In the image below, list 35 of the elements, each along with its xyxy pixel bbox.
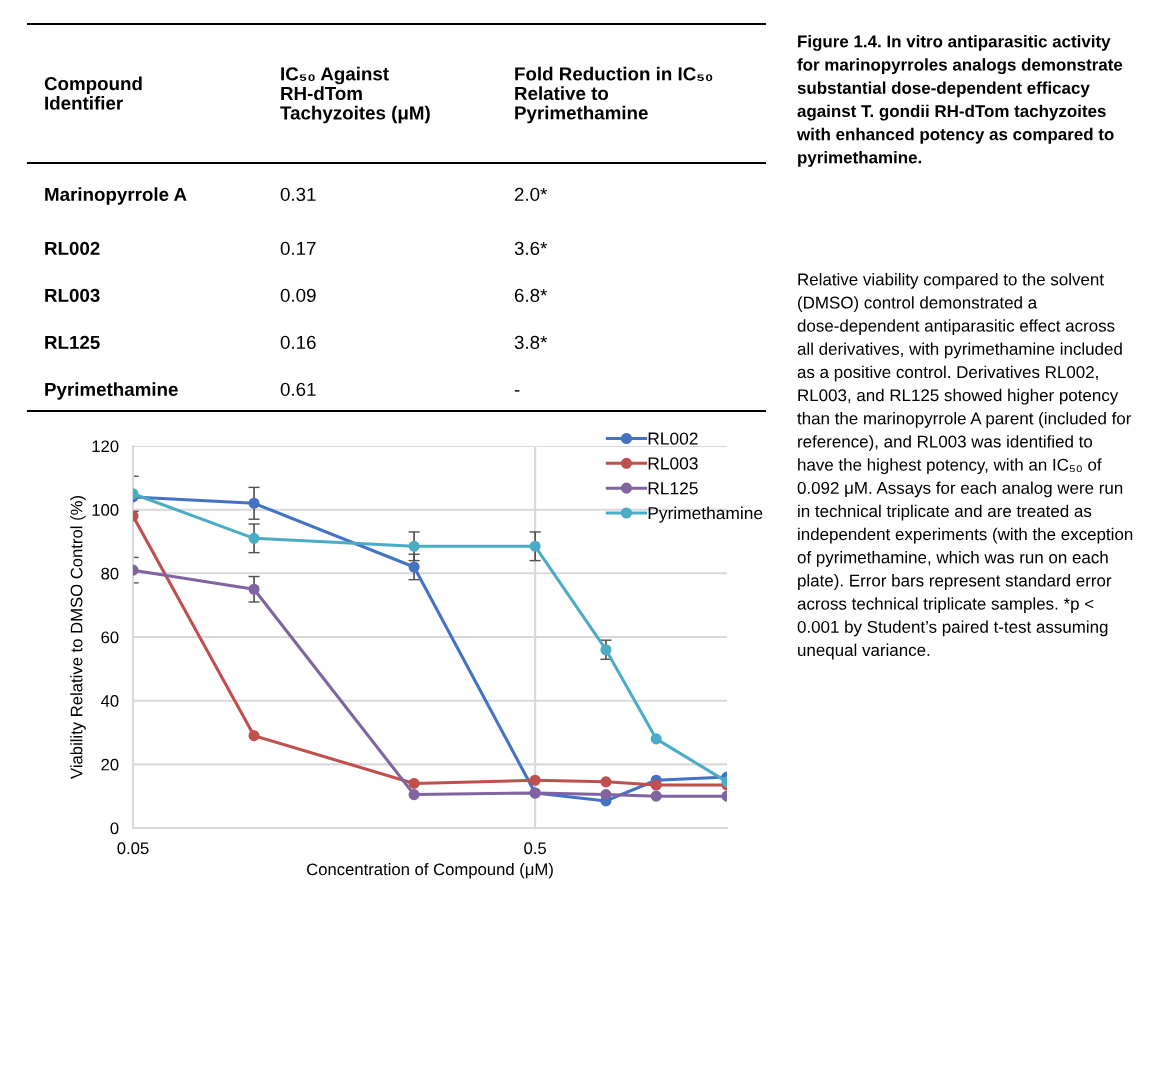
text: 0.17 xyxy=(280,241,316,256)
text: Relative viability compared to the solvent (DMSO) control demonstrated a dose-dependent antiparasitic effect across all derivatives, with pyrimethamine included as a positive control. Derivatives RL002, RL003, and RL125 showed higher potency than the marinopyrrole A parent (included for reference), and RL003 was identified to have the highest potency, with an IC₅₀ of 0.092 μM. Assays for each analog were run in technical triplicate and are treated as independent experiments (with the exception of pyrimethamine, which was run on each plate). Error bars represent standard error across technical triplicate samples. *p < 0.001 by Student’s paired t-test assuming unequal variance. xyxy=(797,273,1133,660)
text: RL003 xyxy=(45,288,100,303)
y-tick-label: 100 xyxy=(92,504,119,516)
legend-label: RL002 xyxy=(648,432,698,445)
y-tick-label: 40 xyxy=(100,695,119,707)
y-axis-title: Viability Relative to DMSO Control (%) xyxy=(70,496,86,779)
text: 0.31 xyxy=(280,187,316,202)
y-tick-label: 80 xyxy=(101,567,119,580)
legend-label: Pyrimethamine xyxy=(648,506,763,523)
text: RL002 xyxy=(45,241,100,256)
y-tick-label: 120 xyxy=(92,440,119,453)
legend-label: RL003 xyxy=(648,457,698,470)
text: 3.6* xyxy=(514,241,548,256)
text: Pyrimethamine xyxy=(45,382,178,400)
text: - xyxy=(514,390,520,392)
y-tick-label: 0 xyxy=(110,822,119,835)
text: 2.0* xyxy=(514,187,548,202)
y-tick-label: 60 xyxy=(101,631,119,644)
x-tick-label: 0.05 xyxy=(117,842,149,855)
text: 0.09 xyxy=(280,288,316,303)
text: Compound Identifier xyxy=(44,76,142,110)
text: 3.8* xyxy=(514,335,548,350)
x-tick-label: 0.5 xyxy=(524,842,547,855)
text: 6.8* xyxy=(514,288,548,303)
text: IC₅₀ Against RH-dTom Tachyzoites (μM) xyxy=(280,66,430,124)
text: RL125 xyxy=(45,335,100,350)
x-axis-title: Concentration of Compound (μM) xyxy=(307,862,553,879)
text: 0.61 xyxy=(280,382,316,397)
text: 0.16 xyxy=(280,335,316,350)
text: Fold Reduction in IC₅₀ Relative to Pyrimethamine xyxy=(515,66,713,124)
y-tick-label: 20 xyxy=(101,758,119,771)
text: Marinopyrrole A xyxy=(45,187,187,205)
text: Figure 1.4. In vitro antiparasitic activity for marinopyrroles analogs demonstrate substantial dose-dependent efficacy against T. gondii RH-dTom tachyzoites with enhanced potency as compared to pyrimethamine. xyxy=(796,35,1123,167)
legend-label: RL125 xyxy=(648,482,698,495)
